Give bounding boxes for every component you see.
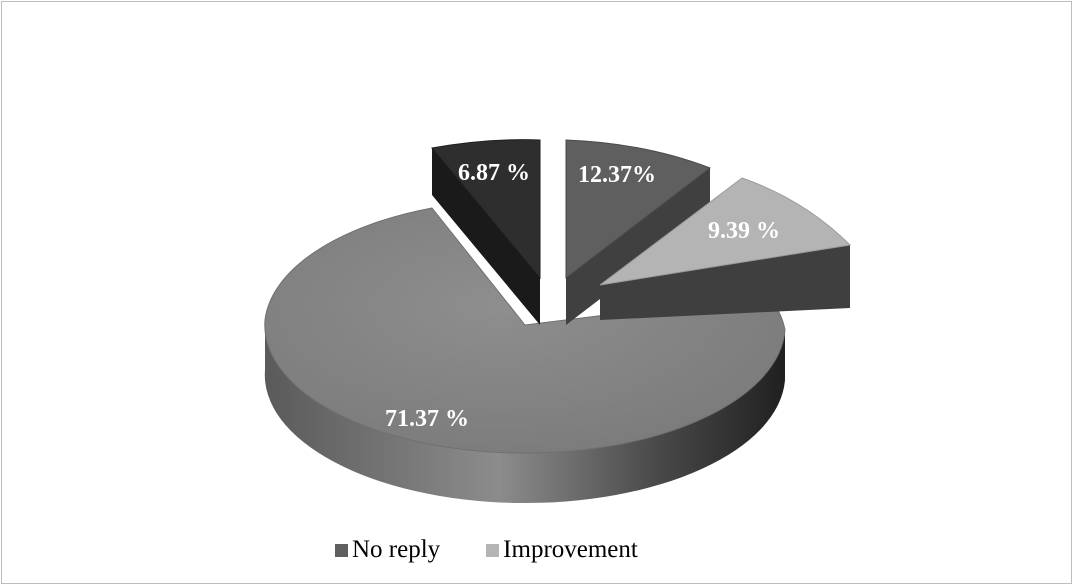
legend-label-no-reply: No reply xyxy=(352,536,441,563)
slice-label-6: 6.87 % xyxy=(458,160,530,186)
slice-label-12: 12.37% xyxy=(578,162,656,188)
slice-71-top xyxy=(264,207,786,454)
slice-label-9: 9.39 % xyxy=(708,218,780,244)
legend-swatch-no-reply xyxy=(335,543,348,557)
chart-legend: No reply Improvement xyxy=(335,536,684,564)
legend-item-improvement: Improvement xyxy=(486,536,638,564)
legend-item-no-reply: No reply xyxy=(335,536,440,564)
slice-label-71: 71.37 % xyxy=(385,406,469,432)
slice-9-side xyxy=(600,245,850,320)
legend-label-improvement: Improvement xyxy=(503,536,638,563)
legend-swatch-improvement xyxy=(486,543,500,557)
slice-71-side xyxy=(264,320,785,504)
slice-9-top xyxy=(599,177,852,286)
slice-12-top xyxy=(565,139,712,280)
slice-6-top xyxy=(431,139,541,280)
slice-6-side xyxy=(432,148,540,325)
